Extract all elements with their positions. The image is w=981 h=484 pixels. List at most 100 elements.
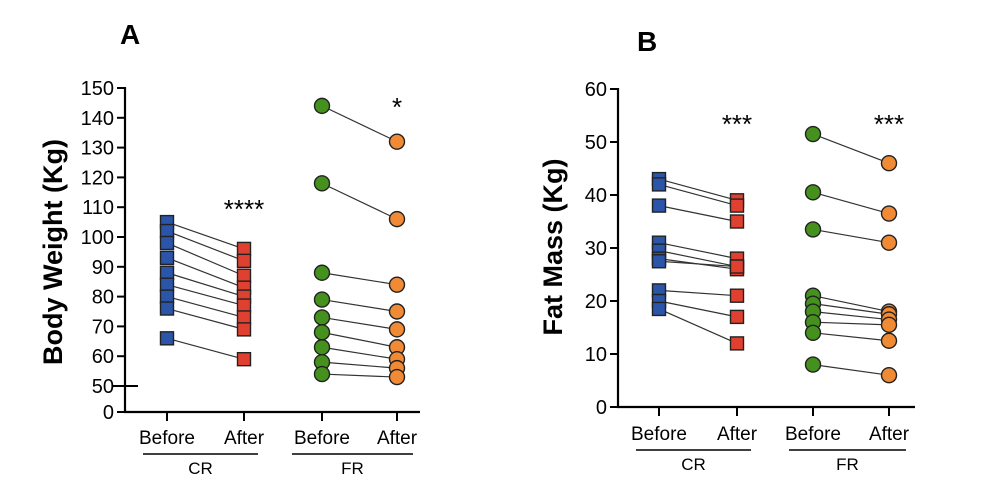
pair-line [812, 133, 890, 164]
pair-line [321, 182, 398, 220]
y-tick-label: 30 [585, 238, 607, 260]
data-point-before [804, 125, 822, 143]
data-point-after [880, 316, 898, 334]
pair-line [321, 331, 398, 348]
panel-a-body-weight: A Body Weight (Kg) 0 50 60 70 80 90 100 110 120 130… [38, 19, 420, 478]
data-point-before [159, 235, 175, 251]
pair-line [166, 272, 245, 298]
y-tick-label: 0 [103, 402, 114, 424]
pair-line [321, 272, 398, 286]
data-point-after [729, 214, 745, 229]
data-point-after [729, 288, 745, 303]
pair-line [812, 303, 890, 315]
pair-line [166, 242, 245, 277]
pair-line [812, 332, 890, 342]
data-point-before [313, 309, 331, 326]
data-point-before [804, 221, 822, 238]
significance-label: * [392, 92, 402, 122]
data-point-before [159, 223, 175, 239]
group-label: CR [681, 455, 706, 474]
data-point-before [313, 291, 331, 308]
data-point-before [651, 177, 667, 192]
pair-line [658, 178, 738, 201]
data-point-after [388, 133, 406, 150]
data-point-after [880, 234, 898, 251]
data-point-before [804, 324, 822, 341]
data-point-before [159, 289, 175, 304]
data-point-before [313, 175, 331, 192]
pair-line [166, 284, 245, 307]
data-point-after [236, 253, 252, 269]
pair-line [166, 221, 245, 250]
pair-line [658, 260, 738, 268]
pair-line [166, 337, 245, 360]
data-point-after [388, 210, 406, 228]
y-tick-label: 50 [585, 132, 607, 154]
data-point-before [313, 339, 331, 356]
data-point-after [236, 322, 252, 337]
y-tick-label: 20 [585, 291, 607, 313]
data-point-before [159, 265, 175, 280]
y-axis-label: Body Weight (Kg) [38, 139, 68, 365]
pair-line [658, 205, 738, 223]
pair-line [812, 321, 890, 326]
group-label: CR [188, 459, 213, 478]
y-tick-label: 0 [596, 397, 607, 419]
x-tick-label: Before [294, 428, 350, 449]
panel-b-fat-mass: B Fat Mass (Kg) 0 10 20 30 40 50 60 Before After Be… [538, 26, 915, 474]
data-point-after [880, 154, 898, 172]
x-tick-label: After [224, 428, 265, 449]
significance-label: *** [722, 109, 752, 139]
pair-line [658, 183, 738, 207]
data-point-before [651, 254, 667, 269]
y-tick-label: 60 [585, 79, 607, 101]
data-point-before [159, 250, 175, 266]
panel-label: A [120, 19, 140, 50]
y-tick-label: 90 [92, 257, 114, 279]
data-point-after [388, 276, 406, 293]
pair-line [658, 289, 738, 297]
pair-line [166, 296, 245, 319]
significance-label: **** [224, 194, 264, 224]
data-point-after [236, 268, 252, 283]
data-point-after [236, 310, 252, 325]
y-tick-label: 10 [585, 344, 607, 366]
significance-label: *** [874, 109, 904, 139]
pair-line [812, 295, 890, 313]
pair-line [321, 316, 398, 330]
y-tick-label: 140 [81, 108, 114, 130]
y-axis-label: Fat Mass (Kg) [538, 158, 568, 335]
data-point-after [729, 309, 745, 325]
data-point-after [880, 332, 898, 349]
data-point-before [159, 301, 175, 316]
y-tick-label: 130 [81, 138, 114, 160]
data-point-after [236, 298, 252, 313]
pair-line [321, 298, 398, 313]
panel-label: B [637, 26, 657, 57]
data-point-before [804, 356, 822, 373]
data-point-before [313, 97, 331, 115]
x-tick-label: Before [785, 424, 841, 445]
y-tick-label: 110 [82, 197, 114, 219]
pair-line [321, 105, 398, 143]
data-point-before [651, 301, 667, 317]
pair-line [812, 311, 890, 321]
data-point-before [651, 198, 667, 213]
y-tick-label: 50 [92, 376, 114, 398]
data-point-after [880, 205, 898, 222]
group-label: FR [341, 459, 364, 478]
pair-line [812, 364, 890, 376]
data-point-after [388, 321, 406, 338]
pair-line [658, 308, 738, 344]
data-point-before [313, 264, 331, 281]
pair-line [166, 230, 245, 262]
pair-line [166, 257, 245, 289]
y-tick-label: 40 [585, 185, 607, 207]
data-point-before [313, 324, 331, 341]
y-tick-label: 100 [81, 227, 114, 249]
pair-line [321, 373, 398, 378]
y-tick-label: 120 [81, 167, 114, 189]
y-tick-label: 150 [81, 78, 114, 100]
data-point-before [159, 331, 175, 346]
y-tick-label: 60 [92, 346, 114, 368]
